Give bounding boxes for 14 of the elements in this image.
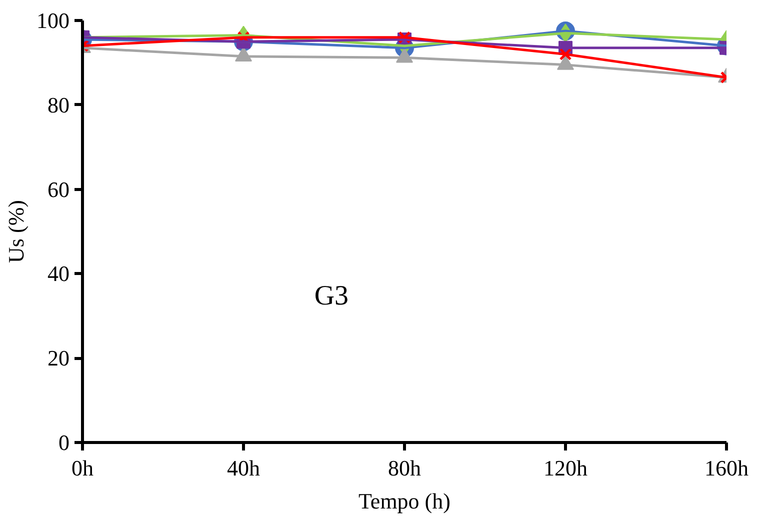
y-tick-label: 80 xyxy=(48,92,70,118)
y-tick-label: 100 xyxy=(36,8,70,33)
x-tick-label: 120h xyxy=(544,456,588,480)
annotation: G3 xyxy=(314,280,349,312)
x-tick-label: 160h xyxy=(704,456,748,480)
y-tick-label: 0 xyxy=(58,430,70,455)
y-axis-title: Us (%) xyxy=(4,200,28,263)
x-axis-title: Tempo (h) xyxy=(358,488,450,514)
y-tick-label: 40 xyxy=(48,261,70,286)
y-tick-label: 60 xyxy=(48,176,70,202)
y-tick-label: 20 xyxy=(48,346,70,371)
x-tick-label: 0h xyxy=(72,456,94,480)
x-tick-label: 40h xyxy=(227,456,260,480)
x-tick-label: 80h xyxy=(388,456,421,480)
